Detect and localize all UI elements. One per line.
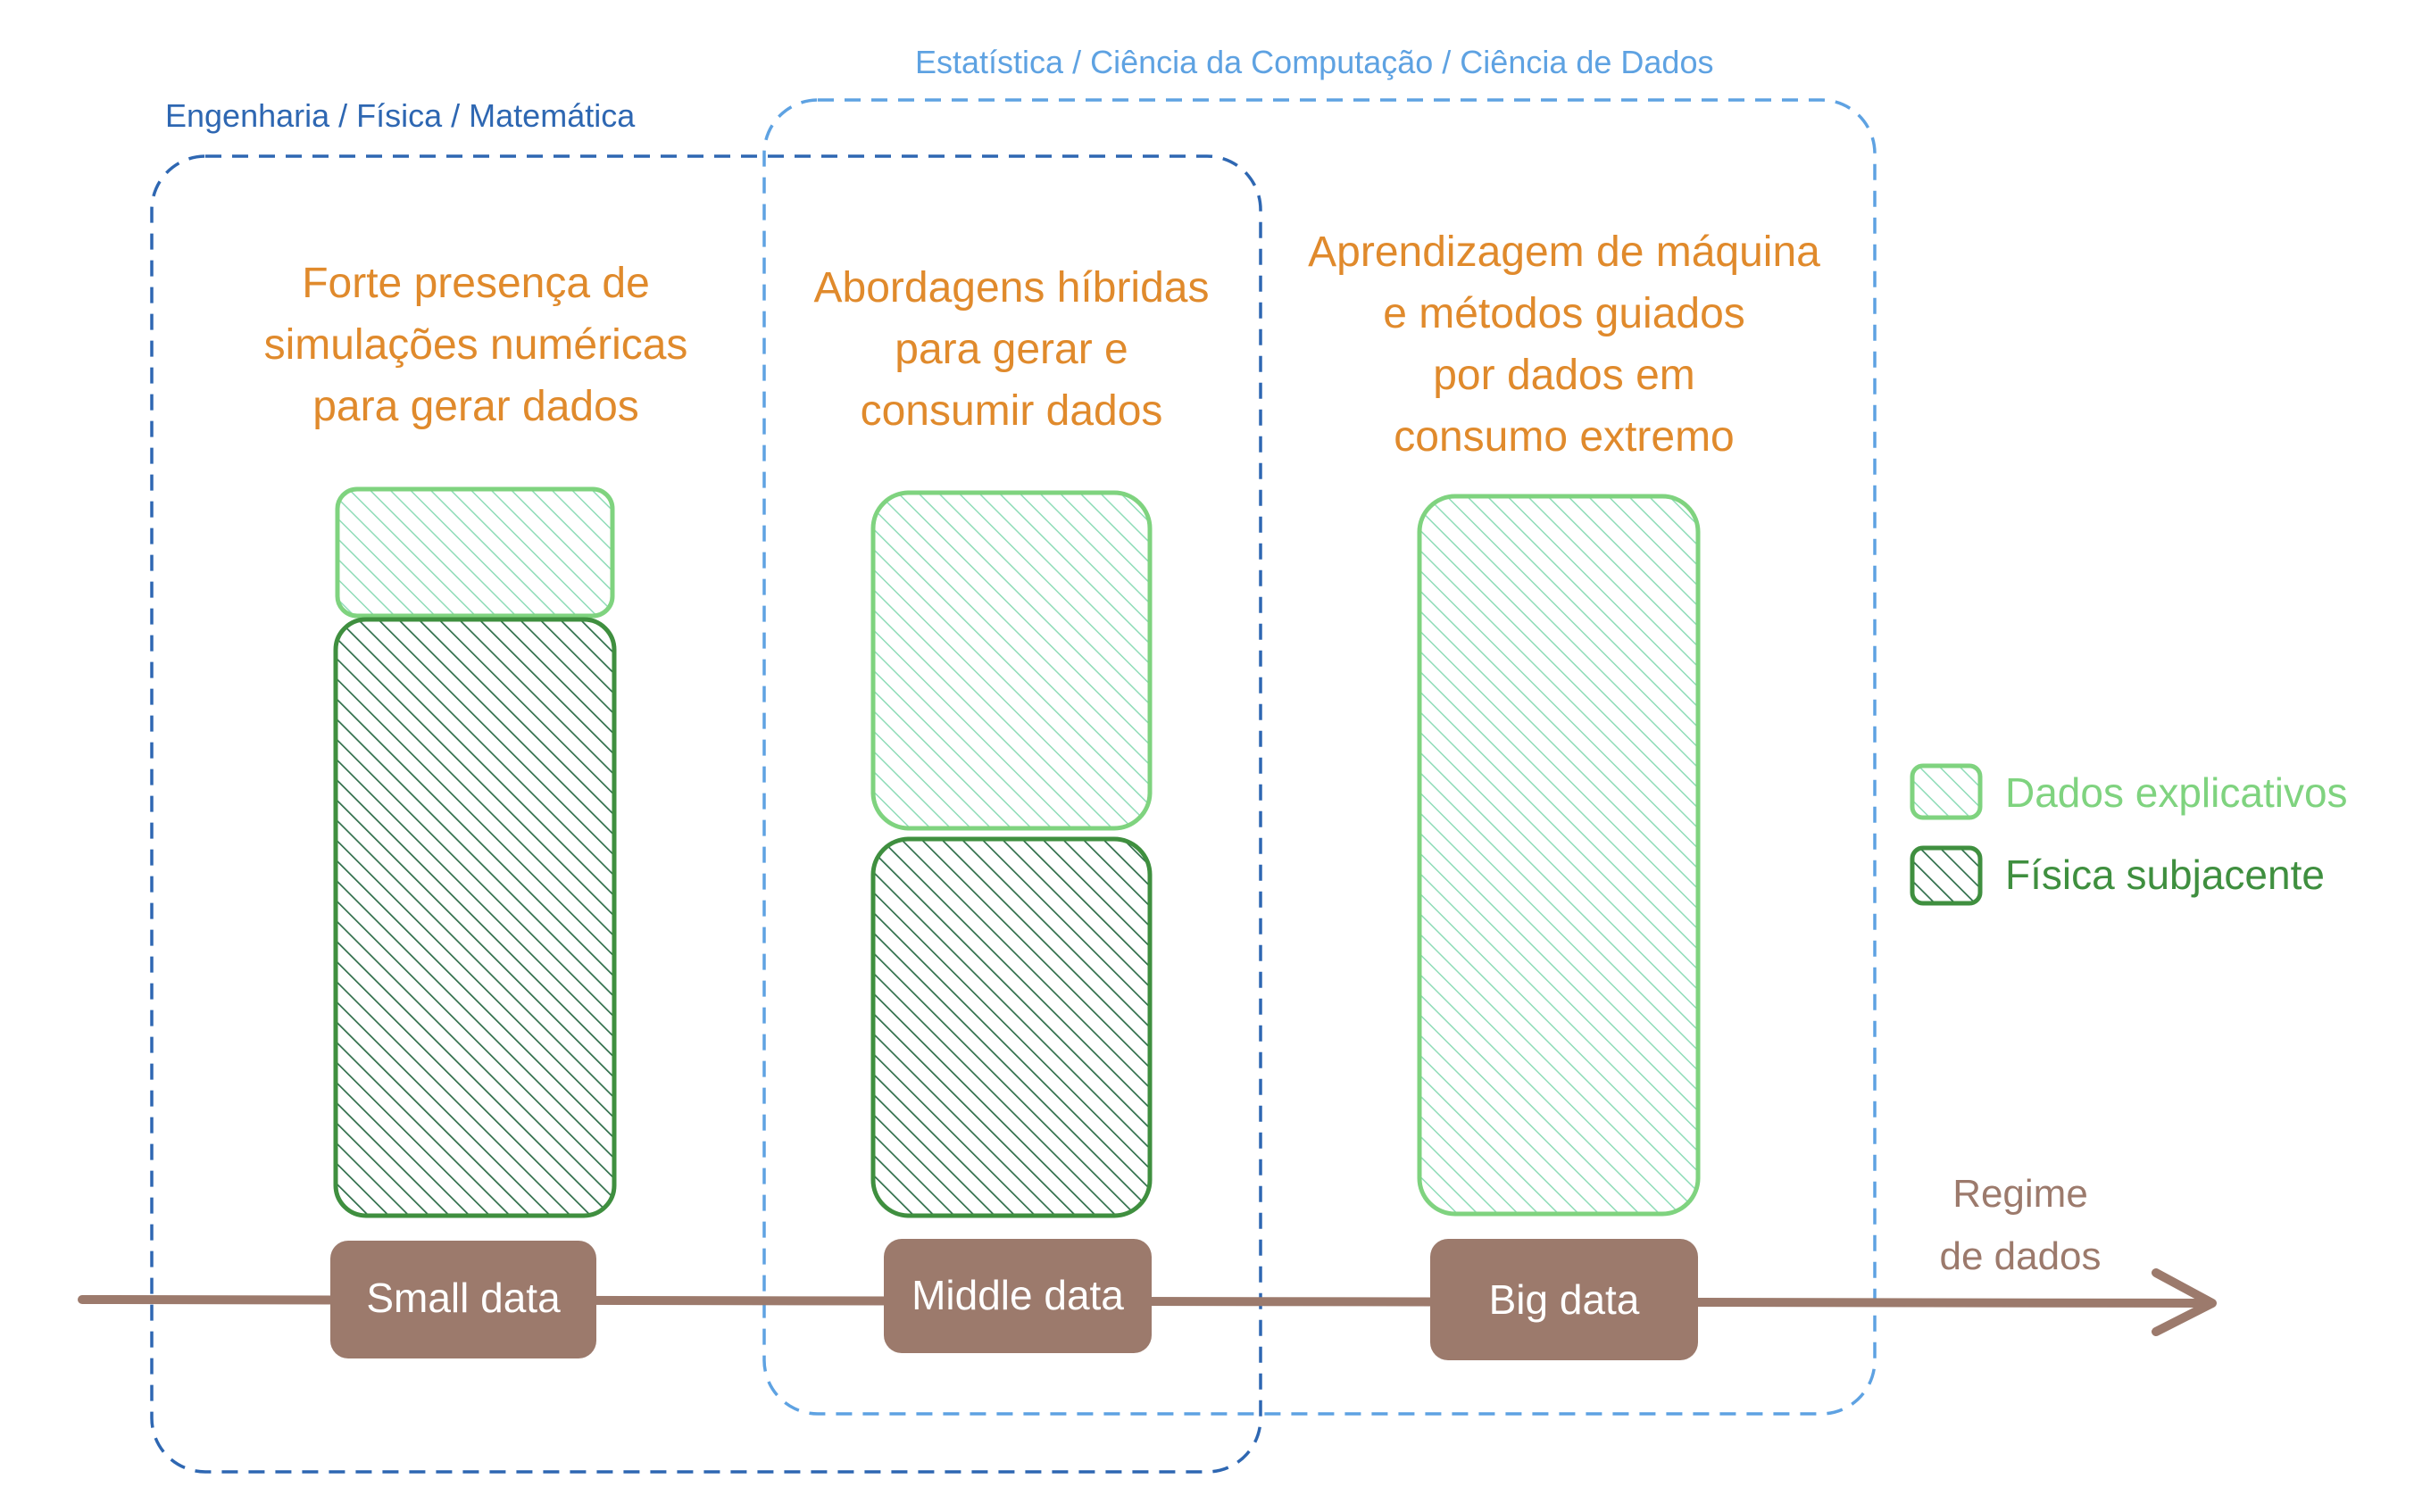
svg-text:Forte presença de: Forte presença de xyxy=(302,260,650,307)
svg-text:Abordagens híbridas: Abordagens híbridas xyxy=(814,264,1210,312)
svg-text:Middle data: Middle data xyxy=(911,1272,1124,1318)
axis-arrowhead xyxy=(2152,1268,2217,1336)
svg-text:consumir dados: consumir dados xyxy=(861,387,1163,435)
small-data-description: Forte presença de simulações numéricas p… xyxy=(264,260,688,430)
legend-explanatory-swatch xyxy=(1910,763,1983,820)
small-data-pill: Small data xyxy=(330,1241,596,1358)
small-data-explanatory-bar xyxy=(335,486,615,619)
legend: Dados explicativos Física subjacente xyxy=(1910,763,2348,906)
big-data-explanatory-bar xyxy=(1417,494,1701,1217)
middle-data-physics-bar xyxy=(870,836,1153,1218)
legend-physics-swatch xyxy=(1910,845,1983,906)
svg-text:para gerar dados: para gerar dados xyxy=(312,383,639,430)
small-data-physics-bar xyxy=(333,617,617,1218)
middle-data-description: Abordagens híbridas para gerar e consumi… xyxy=(814,264,1210,435)
svg-text:e métodos guiados: e métodos guiados xyxy=(1383,290,1745,337)
engineering-group-box xyxy=(150,154,1262,1474)
engineering-group-label: Engenharia / Física / Matemática xyxy=(165,97,636,134)
big-data-description: Aprendizagem de máquina e métodos guiado… xyxy=(1308,228,1820,461)
svg-text:Small data: Small data xyxy=(366,1275,561,1321)
svg-text:Big data: Big data xyxy=(1489,1276,1640,1323)
big-data-bars xyxy=(1417,494,1701,1217)
svg-text:consumo extremo: consumo extremo xyxy=(1394,413,1735,461)
small-data-bars xyxy=(333,486,617,1218)
middle-data-explanatory-bar xyxy=(870,490,1153,831)
statistics-group-box xyxy=(762,98,1877,1416)
svg-text:Aprendizagem de máquina: Aprendizagem de máquina xyxy=(1308,228,1820,276)
svg-text:por dados em: por dados em xyxy=(1433,352,1695,399)
legend-physics-label: Física subjacente xyxy=(2005,852,2325,898)
statistics-group-label: Estatística / Ciência da Computação / Ci… xyxy=(915,44,1713,80)
middle-data-bars xyxy=(870,490,1153,1218)
svg-text:simulações numéricas: simulações numéricas xyxy=(264,321,688,369)
big-data-pill: Big data xyxy=(1430,1239,1698,1360)
axis-label-line1: Regime xyxy=(1952,1172,2088,1216)
middle-data-pill: Middle data xyxy=(884,1239,1152,1353)
axis-label-line2: de dados xyxy=(1939,1234,2101,1278)
svg-text:para gerar e: para gerar e xyxy=(895,326,1128,373)
legend-explanatory-label: Dados explicativos xyxy=(2005,769,2348,816)
